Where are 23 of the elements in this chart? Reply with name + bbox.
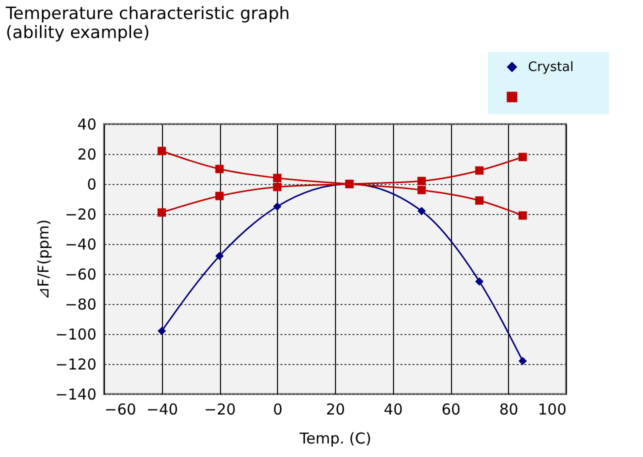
y-tick-label: −120 — [55, 356, 96, 374]
x-tick-label: 0 — [272, 400, 283, 418]
y-tick-label: 20 — [77, 146, 96, 164]
y-tick-label: −80 — [64, 296, 96, 314]
y-tick-label: 40 — [77, 116, 96, 134]
y-axis-title: ⊿F/F(ppm) — [34, 219, 52, 300]
y-tick-label: −100 — [55, 326, 96, 344]
x-axis-title: Temp. (C) — [298, 430, 372, 448]
x-tick-label: −60 — [104, 400, 136, 418]
x-tick-label: 40 — [384, 400, 403, 418]
y-tick-label: 0 — [86, 176, 96, 194]
x-tick-label: 20 — [326, 400, 346, 418]
y-tick-label: −20 — [64, 206, 96, 224]
x-tick-label: 80 — [499, 400, 518, 418]
y-tick-label: −40 — [64, 236, 96, 254]
x-tick-label: −40 — [146, 400, 178, 418]
y-tick-label: −140 — [55, 386, 96, 404]
x-tick-label: 60 — [441, 400, 461, 418]
chart-title: Temperature characteristic graph (ability example) — [4, 4, 290, 43]
x-tick-label: 100 — [538, 400, 566, 418]
y-tick-label: −60 — [64, 266, 96, 284]
x-tick-label: −20 — [204, 400, 236, 418]
legend-label: Crystal — [528, 60, 574, 75]
